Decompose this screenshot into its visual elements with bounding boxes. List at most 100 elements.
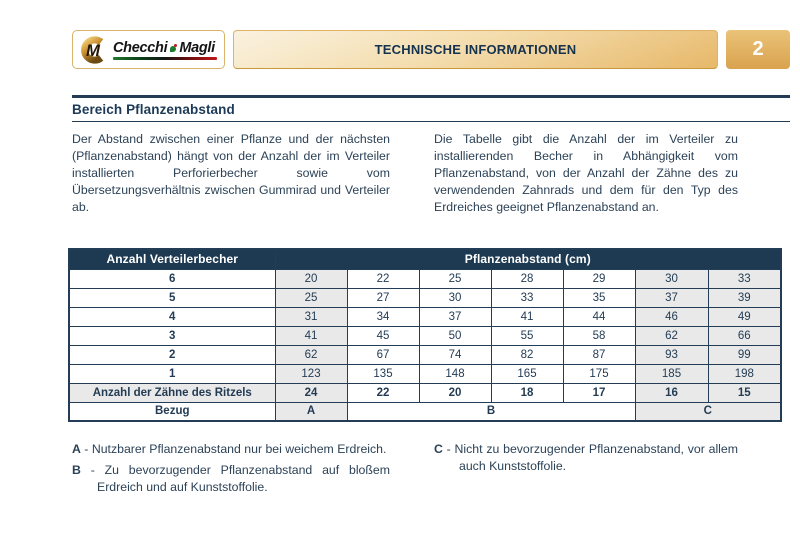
value-cell: 99 xyxy=(707,344,782,365)
value-cell: 185 xyxy=(634,363,709,384)
table-row: 5 25 27 30 33 35 37 39 xyxy=(68,287,782,308)
value-cell: 37 xyxy=(418,306,492,327)
section-header: Bereich Pflanzenabstand xyxy=(72,95,790,122)
table-container: Anzahl Verteilerbecher Pflanzenabstand (… xyxy=(68,248,783,422)
value-cell: 50 xyxy=(418,325,492,346)
value-cell: 74 xyxy=(418,344,492,365)
value-cell: 22 xyxy=(346,268,420,289)
value-cell: 35 xyxy=(562,287,636,308)
value-cell: 123 xyxy=(274,363,348,384)
footer-notes: A - Nutzbarer Pflanzenabstand nur bei we… xyxy=(72,441,738,500)
brand-name-left: Checchi xyxy=(113,39,168,56)
value-cell: 198 xyxy=(707,363,782,384)
plant-emblem-icon xyxy=(169,43,178,52)
logo-text-block: Checchi Magli xyxy=(113,40,217,60)
table-row: 2 62 67 74 82 87 93 99 xyxy=(68,344,782,365)
header-cell-verteilerbecher: Anzahl Verteilerbecher xyxy=(68,248,276,270)
value-cell: 30 xyxy=(418,287,492,308)
teeth-value-cell: 22 xyxy=(346,382,420,403)
value-cell: 33 xyxy=(490,287,564,308)
notes-right-column: C - Nicht zu bevorzugender Pflanzenabsta… xyxy=(434,441,738,500)
value-cell: 135 xyxy=(346,363,420,384)
value-cell: 25 xyxy=(418,268,492,289)
value-cell: 58 xyxy=(562,325,636,346)
value-cell: 93 xyxy=(634,344,709,365)
page-number-box: 2 xyxy=(726,30,790,69)
row-label-cell: 1 xyxy=(68,363,276,384)
value-cell: 82 xyxy=(490,344,564,365)
company-logo: M Checchi Magli xyxy=(72,30,225,69)
brand-name-right: Magli xyxy=(179,39,215,56)
value-cell: 62 xyxy=(634,325,709,346)
row-label-cell: 4 xyxy=(68,306,276,327)
value-cell: 27 xyxy=(346,287,420,308)
value-cell: 49 xyxy=(707,306,782,327)
row-label-cell: 5 xyxy=(68,287,276,308)
row-label-cell: 2 xyxy=(68,344,276,365)
table-row: 1 123 135 148 165 175 185 198 xyxy=(68,363,782,384)
intro-paragraph-right: Die Tabelle gibt die Anzahl der im Verte… xyxy=(434,132,738,214)
value-cell: 41 xyxy=(274,325,348,346)
reference-group-cell: C xyxy=(634,401,782,422)
spacing-table: Anzahl Verteilerbecher Pflanzenabstand (… xyxy=(68,248,783,422)
rule-top xyxy=(72,95,790,98)
value-cell: 165 xyxy=(490,363,564,384)
value-cell: 87 xyxy=(562,344,636,365)
svg-text:M: M xyxy=(86,41,101,60)
teeth-value-cell: 20 xyxy=(418,382,492,403)
value-cell: 37 xyxy=(634,287,709,308)
teeth-value-cell: 17 xyxy=(562,382,636,403)
italian-flag-bar xyxy=(113,57,217,60)
value-cell: 66 xyxy=(707,325,782,346)
value-cell: 33 xyxy=(707,268,782,289)
value-cell: 28 xyxy=(490,268,564,289)
table-row: 6 20 22 25 28 29 30 33 xyxy=(68,268,782,289)
teeth-row: Anzahl der Zähne des Ritzels 24 22 20 18 17 16… xyxy=(68,382,782,403)
banner-title: TECHNISCHE INFORMATIONEN xyxy=(374,42,577,57)
teeth-value-cell: 15 xyxy=(707,382,782,403)
value-cell: 25 xyxy=(274,287,348,308)
value-cell: 148 xyxy=(418,363,492,384)
section-title: Bereich Pflanzenabstand xyxy=(72,101,235,117)
header-cell-pflanzenabstand: Pflanzenabstand (cm) xyxy=(274,248,782,270)
teeth-row-label-cell: Anzahl der Zähne des Ritzels xyxy=(68,382,276,403)
spacing-table-body: 6 20 22 25 28 29 30 33 5 25 27 30 33 35 37 39 4 31 34 37 41 4… xyxy=(68,268,782,422)
note-a: A - Nutzbarer Pflanzenabstand nur bei we… xyxy=(72,442,387,456)
note-b: B - Zu bevorzugender Pflanzenabstand auf… xyxy=(72,463,390,494)
value-cell: 55 xyxy=(490,325,564,346)
value-cell: 44 xyxy=(562,306,636,327)
reference-group-cell: A xyxy=(274,401,348,422)
note-c: C - Nicht zu bevorzugender Pflanzenabsta… xyxy=(434,442,738,473)
value-cell: 46 xyxy=(634,306,709,327)
teeth-value-cell: 24 xyxy=(274,382,348,403)
brand-name: Checchi Magli xyxy=(113,40,217,56)
row-label-cell: 6 xyxy=(68,268,276,289)
table-row: 4 31 34 37 41 44 46 49 xyxy=(68,306,782,327)
value-cell: 31 xyxy=(274,306,348,327)
reference-row: Bezug A B C xyxy=(68,401,782,422)
notes-left-column: A - Nutzbarer Pflanzenabstand nur bei we… xyxy=(72,441,390,500)
value-cell: 39 xyxy=(707,287,782,308)
teeth-value-cell: 18 xyxy=(490,382,564,403)
page-number: 2 xyxy=(752,38,764,60)
reference-row-label-cell: Bezug xyxy=(68,401,276,422)
value-cell: 41 xyxy=(490,306,564,327)
intro-paragraphs: Der Abstand zwischen einer Pflanze und d… xyxy=(72,131,738,216)
value-cell: 175 xyxy=(562,363,636,384)
value-cell: 30 xyxy=(634,268,709,289)
title-banner: TECHNISCHE INFORMATIONEN xyxy=(233,30,718,69)
table-row: 3 41 45 50 55 58 62 66 xyxy=(68,325,782,346)
table-header-row: Anzahl Verteilerbecher Pflanzenabstand (… xyxy=(68,248,782,270)
rule-bottom xyxy=(72,120,790,122)
value-cell: 29 xyxy=(562,268,636,289)
value-cell: 45 xyxy=(346,325,420,346)
value-cell: 67 xyxy=(346,344,420,365)
reference-group-cell: B xyxy=(346,401,636,422)
value-cell: 62 xyxy=(274,344,348,365)
value-cell: 20 xyxy=(274,268,348,289)
teeth-value-cell: 16 xyxy=(634,382,709,403)
value-cell: 34 xyxy=(346,306,420,327)
page-header: M Checchi Magli TECHNISCHE INFORMATIONEN… xyxy=(72,30,790,69)
cm-monogram-icon: M xyxy=(81,35,104,64)
